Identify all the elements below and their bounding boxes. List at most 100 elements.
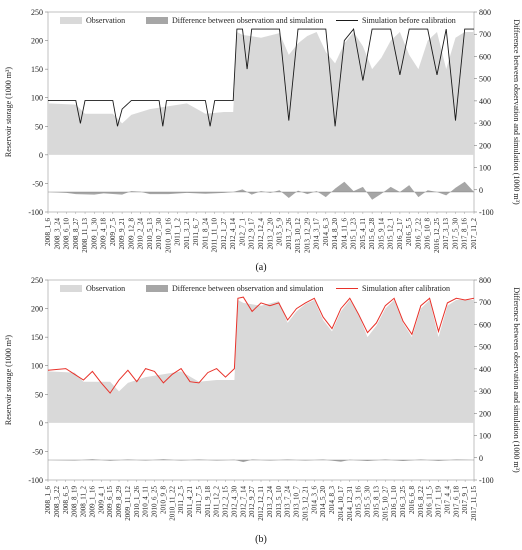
x-tick-label: 2014_5_20: [319, 486, 327, 518]
x-tick-label: 2009_1_16: [88, 486, 96, 518]
y-right-tick-label: 100: [479, 164, 491, 173]
x-tick-label: 2011_3_21: [183, 218, 191, 250]
x-tick-label: 2015_3_16: [355, 486, 363, 518]
y-left-tick-label: 200: [31, 305, 43, 314]
legend-difference-swatch: [146, 285, 168, 292]
y-right-tick-label: 200: [479, 141, 491, 150]
x-tick-label: 2017_5_30: [451, 218, 459, 250]
x-tick-label: 2009_11_12: [124, 486, 132, 521]
x-tick-label: 2013_10_7: [293, 486, 301, 518]
x-tick-label: 2013_5_9: [276, 218, 284, 247]
x-tick-label: 2009_9_21: [118, 218, 126, 250]
x-tick-label: 2017_3_13: [442, 218, 450, 250]
x-tick-label: 2011_1_2: [174, 218, 182, 246]
x-tick-label: 2012_4_30: [230, 486, 238, 518]
x-tick-label: 2016_6_8: [408, 486, 416, 515]
x-tick-label: 2012_7_14: [239, 486, 247, 518]
x-tick-label: 2015_1_23: [350, 218, 358, 250]
x-tick-label: 2009_4_1: [97, 486, 105, 515]
x-tick-label: 2013_5_10: [275, 486, 283, 518]
y-left-tick-label: -100: [28, 208, 43, 217]
y-right-tick-label: 600: [479, 52, 491, 61]
y-right-tick-label: 200: [479, 409, 491, 418]
y-right-tick-label: 400: [479, 97, 491, 106]
y-left-tick-label: 150: [31, 65, 43, 74]
legend-observation-swatch: [60, 285, 82, 292]
x-tick-label: 2008_1_6: [44, 218, 52, 247]
x-tick-label: 2010_6_25: [151, 486, 159, 518]
x-tick-label: 2010_5_13: [146, 218, 154, 250]
x-tick-label: 2012_1_27: [220, 218, 228, 250]
y-left-tick-label: 50: [35, 390, 43, 399]
y-right-tick-label: 700: [479, 30, 491, 39]
panel-caption: (a): [255, 262, 266, 273]
x-tick-label: 2017_1_19: [435, 486, 443, 518]
x-tick-label: 2012_7_1: [238, 218, 246, 247]
x-tick-label: 2010_9_8: [159, 486, 167, 515]
x-tick-label: 2009_1_30: [90, 218, 98, 250]
y-left-tick-label: 0: [39, 151, 43, 160]
x-tick-label: 2008_1_6: [44, 486, 52, 515]
x-tick-label: 2016_5_5: [405, 218, 413, 247]
x-tick-label: 2012_2_15: [222, 486, 230, 518]
x-tick-label: 2017_9_1: [461, 486, 469, 515]
y-right-tick-label: 0: [479, 454, 483, 463]
y-right-tick-label: 800: [479, 276, 491, 285]
x-tick-label: 2017_4_4: [443, 486, 451, 515]
legend-observation-label: Observation: [86, 284, 125, 293]
x-tick-label: 2016_1_10: [390, 486, 398, 518]
x-tick-label: 2017_11_15: [470, 486, 478, 521]
x-tick-label: 2014_12_31: [346, 486, 354, 522]
x-tick-label: 2009_4_18: [100, 218, 108, 250]
x-tick-label: 2008_11_13: [81, 218, 89, 253]
x-tick-label: 2012_9_27: [248, 486, 256, 518]
x-tick-label: 2016_7_22: [414, 218, 422, 250]
x-tick-label: 2008_8_19: [71, 486, 79, 518]
x-tick-label: 2016_3_25: [399, 486, 407, 518]
x-tick-label: 2013_7_24: [284, 486, 292, 518]
x-tick-label: 2010_11_22: [168, 486, 176, 521]
x-tick-label: 2013_2_20: [266, 218, 274, 250]
x-tick-label: 2008_3_24: [53, 218, 61, 250]
legend-simulation-label: Simulation after calibration: [362, 284, 450, 293]
x-tick-label: 2012_12_11: [257, 486, 265, 521]
y-right-tick-label: 600: [479, 320, 491, 329]
simulation-line: [48, 28, 474, 127]
legend-difference-label: Difference between observation and simul…: [172, 284, 323, 293]
y-right-tick-label: 400: [479, 365, 491, 374]
x-tick-label: 2008_11_2: [80, 486, 88, 518]
x-tick-label: 2012_4_14: [229, 218, 237, 250]
y-right-tick-label: 300: [479, 387, 491, 396]
x-tick-label: 2014_11_6: [340, 218, 348, 250]
y-right-tick-label: 0: [479, 186, 483, 195]
x-tick-label: 2016_2_17: [396, 218, 404, 250]
x-tick-label: 2014_8_20: [331, 218, 339, 250]
observation-area: [48, 300, 474, 423]
panel-caption: (b): [255, 534, 267, 545]
y-left-tick-label: -50: [32, 447, 43, 456]
simulation-line: [47, 296, 475, 394]
x-tick-label: 2016_12_25: [433, 218, 441, 254]
legend-difference-label: Difference between observation and simul…: [172, 16, 323, 25]
x-tick-label: 2009_12_8: [127, 218, 135, 250]
x-tick-label: 2014_3_17: [313, 218, 321, 250]
y-right-tick-label: 300: [479, 119, 491, 128]
x-tick-label: 2009_6_15: [106, 486, 114, 518]
x-tick-label: 2015_4_11: [359, 218, 367, 250]
x-tick-label: 2017_11_2: [470, 218, 478, 250]
x-tick-label: 2015_5_30: [364, 486, 372, 518]
y-left-tick-label: 50: [35, 122, 43, 131]
x-tick-label: 2016_11_5: [426, 486, 434, 518]
x-tick-label: 2015_9_14: [377, 218, 385, 250]
x-tick-label: 2008_3_22: [53, 486, 61, 518]
x-tick-label: 2016_8_22: [417, 486, 425, 518]
x-tick-label: 2011_11_10: [211, 218, 219, 253]
x-tick-label: 2013_2_24: [266, 486, 274, 518]
x-tick-label: 2013_10_12: [294, 218, 302, 254]
observation-area: [48, 32, 474, 155]
x-tick-label: 2013_12_29: [303, 218, 311, 254]
difference-area: [48, 181, 474, 200]
y-left-tick-label: 150: [31, 333, 43, 342]
x-tick-label: 2013_12_21: [301, 486, 309, 522]
